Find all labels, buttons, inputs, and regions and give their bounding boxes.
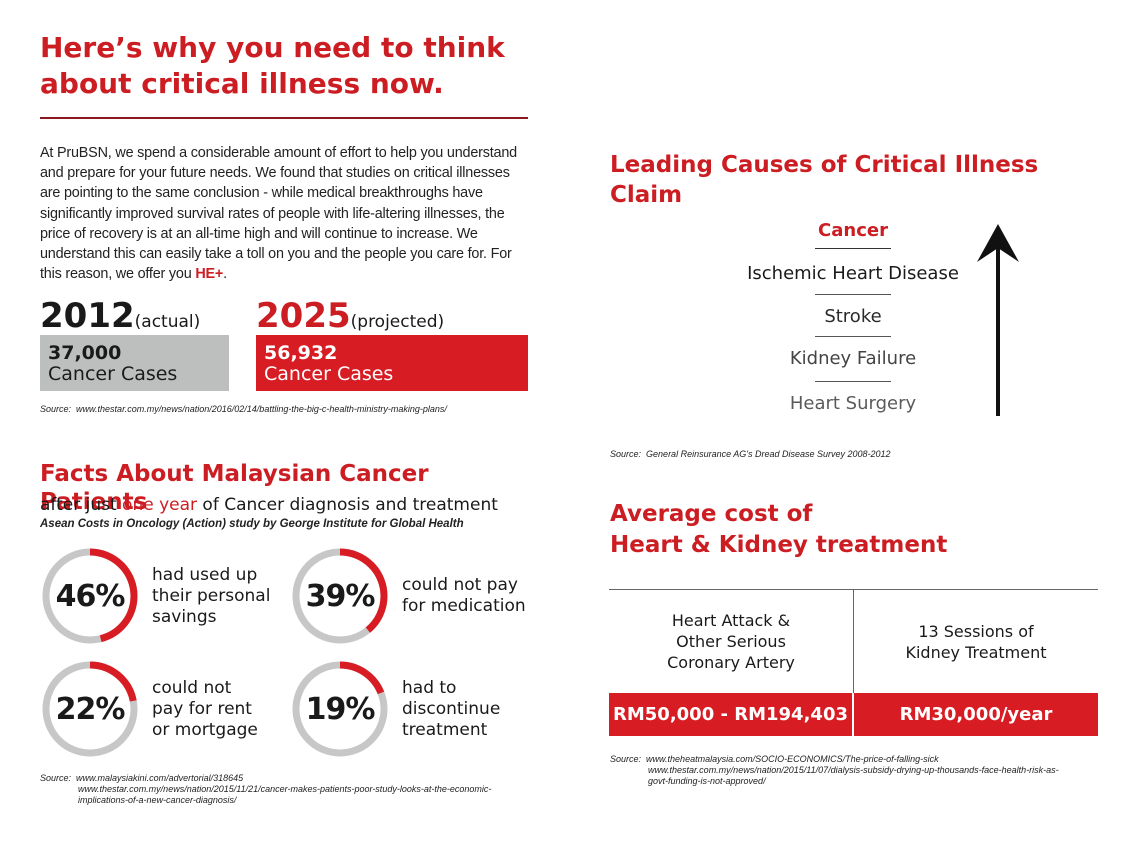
year-2025-heading: 2025(projected) — [256, 298, 444, 340]
cases-2025-count: 56,932 — [264, 342, 338, 364]
year-2025: 2025 — [256, 296, 351, 336]
stat-percent: 22% — [55, 691, 126, 727]
source-cost: Source: www.theheatmalaysia.com/SOCIO-EC… — [610, 754, 1130, 787]
ring-progress — [292, 661, 388, 757]
cost-title: Average cost of Heart & Kidney treatment — [610, 499, 1110, 561]
cases-2012-box: 37,000 Cancer Cases — [40, 335, 229, 391]
stat-label: could not pay for medication — [402, 575, 526, 616]
source-label: Source: — [610, 754, 642, 764]
cause-divider — [815, 294, 891, 295]
stat-label: could not pay for rent or mortgage — [152, 677, 258, 740]
cause-divider — [815, 248, 891, 249]
cases-2025-label: Cancer Cases — [264, 363, 394, 385]
ring-chart — [292, 661, 388, 757]
source-label: Source: — [610, 449, 642, 459]
source-link[interactable]: implications-of-a-new-cancer-diagnosis/ — [78, 795, 237, 805]
cost-heart-value: RM50,000 - RM194,403 — [609, 693, 852, 736]
ring-progress — [292, 548, 388, 644]
stat-label: had used up their personal savings — [152, 564, 271, 627]
stat-percent: 19% — [305, 691, 376, 727]
source-link[interactable]: www.malaysiakini.com/advertorial/318645 — [76, 773, 244, 783]
cost-table-divider — [853, 590, 854, 693]
intro-end: . — [223, 266, 227, 283]
intro-text: At PruBSN, we spend a considerable amoun… — [40, 145, 517, 283]
source-label: Source: — [40, 773, 72, 783]
source-line: Source: www.malaysiakini.com/advertorial… — [40, 773, 540, 784]
source-text: General Reinsurance AG's Dread Disease S… — [646, 449, 891, 459]
year-2012: 2012 — [40, 296, 135, 336]
source-cases: Source: www.thestar.com.my/news/nation/2… — [40, 404, 540, 415]
facts-sub-after: of Cancer diagnosis and treatment — [197, 495, 498, 515]
ring-chart — [42, 661, 138, 757]
stat-savings: 46% had used up their personal savings — [40, 546, 280, 646]
stat-discontinue: 19% had to discontinue treatment — [290, 659, 530, 759]
cost-title-line2: Heart & Kidney treatment — [610, 532, 948, 558]
cause-item: Kidney Failure — [789, 348, 917, 369]
year-2012-heading: 2012(actual) — [40, 298, 200, 340]
facts-study-credit: Asean Costs in Oncology (Action) study b… — [40, 518, 464, 530]
stat-percent: 46% — [55, 578, 126, 614]
facts-subtitle: after just one year of Cancer diagnosis … — [40, 494, 540, 516]
source-label: Source: — [40, 404, 72, 414]
ring-progress — [42, 661, 138, 757]
ring-chart — [292, 548, 388, 644]
intro-paragraph: At PruBSN, we spend a considerable amoun… — [40, 143, 530, 284]
page-title: Here’s why you need to think about criti… — [40, 31, 505, 100]
stat-rent: 22% could not pay for rent or mortgage — [40, 659, 280, 759]
cost-kidney-value: RM30,000/year — [854, 693, 1098, 736]
cause-divider — [815, 381, 891, 382]
arrow-up-icon — [977, 224, 1019, 416]
cases-2012-count: 37,000 — [48, 342, 122, 364]
year-2025-note: (projected) — [350, 312, 445, 332]
source-link[interactable]: www.thestar.com.my/news/nation/2016/02/1… — [76, 404, 447, 414]
cause-item: Ischemic Heart Disease — [747, 263, 959, 284]
cause-divider — [815, 336, 891, 337]
cause-item: Stroke — [824, 306, 882, 327]
source-facts: Source: www.malaysiakini.com/advertorial… — [40, 773, 540, 806]
facts-sub-before: after just — [40, 495, 123, 515]
cases-2025-box: 56,932 Cancer Cases — [256, 335, 528, 391]
cost-heart-label: Heart Attack & Other Serious Coronary Ar… — [667, 611, 795, 672]
facts-title: Facts About Malaysian Cancer Patients — [40, 461, 429, 515]
source-link[interactable]: www.theheatmalaysia.com/SOCIO-ECONOMICS/… — [646, 754, 939, 764]
source-line: Source: www.theheatmalaysia.com/SOCIO-EC… — [610, 754, 1130, 765]
leading-causes-title: Leading Causes of Critical Illness Claim — [610, 152, 1039, 208]
cost-kidney-label: 13 Sessions of Kidney Treatment — [905, 621, 1047, 662]
year-2012-note: (actual) — [134, 312, 201, 332]
facts-sub-highlight: one year — [122, 495, 198, 515]
cases-2012-label: Cancer Cases — [48, 363, 178, 385]
ring-chart — [42, 548, 138, 644]
source-link[interactable]: govt-funding-is-not-approved/ — [648, 776, 766, 786]
stat-label: had to discontinue treatment — [402, 677, 501, 740]
source-causes: Source: General Reinsurance AG's Dread D… — [610, 449, 1110, 460]
stat-percent: 39% — [305, 578, 376, 614]
product-name: HE+ — [195, 266, 224, 283]
source-link[interactable]: www.thestar.com.my/news/nation/2015/11/2… — [78, 784, 492, 794]
title-divider — [40, 117, 528, 119]
cause-item: Cancer — [818, 220, 888, 241]
cause-item: Heart Surgery — [789, 393, 917, 414]
cost-table-top-rule — [609, 589, 1098, 590]
stat-medication: 39% could not pay for medication — [290, 546, 530, 646]
source-link[interactable]: www.thestar.com.my/news/nation/2015/11/0… — [648, 765, 1059, 775]
ring-progress — [42, 548, 138, 644]
cost-title-line1: Average cost of — [610, 501, 813, 527]
